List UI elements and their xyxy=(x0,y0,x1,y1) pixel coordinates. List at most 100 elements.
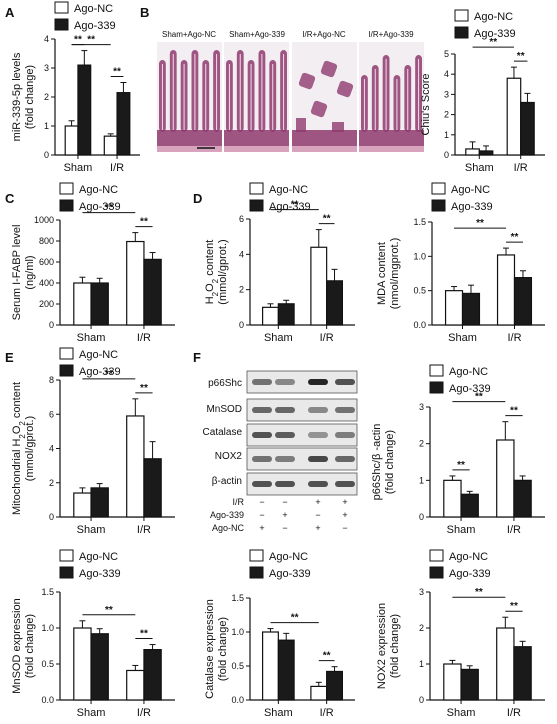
bar xyxy=(326,670,343,701)
blot-band xyxy=(252,407,272,413)
blot-band xyxy=(275,407,295,413)
y-tick-label: 1000 xyxy=(34,215,54,225)
bar xyxy=(277,639,295,701)
y-axis-label: MnSOD expression xyxy=(11,598,23,693)
legend: Ago-NC Ago-339 xyxy=(249,549,311,580)
blot-band xyxy=(308,379,328,385)
villus-fragment xyxy=(320,60,338,78)
bar xyxy=(496,439,515,518)
y-tick-label: 2 xyxy=(44,92,49,102)
y-tick-label: 3 xyxy=(44,63,49,73)
significance-label: ** xyxy=(517,51,525,62)
y-axis-label: (mmol/gprot.) xyxy=(217,239,229,304)
x-tick-label: I/R xyxy=(507,707,521,719)
y-tick-label: 3 xyxy=(419,402,424,412)
bar xyxy=(513,646,532,701)
legend-swatch-ago-nc xyxy=(249,549,264,562)
bar xyxy=(262,631,279,701)
histology-label-4: I/R+Ago-339 xyxy=(368,30,414,39)
legend-swatch-ago-nc xyxy=(429,549,444,562)
significance-label: ** xyxy=(323,214,331,225)
bar xyxy=(126,669,145,701)
y-tick-label: 1.0 xyxy=(413,251,426,261)
treatment-row-label: I/R xyxy=(232,497,244,507)
legend: Ago-NC Ago-339 xyxy=(454,9,516,40)
y-tick-label: 4 xyxy=(49,444,54,454)
treatment-sign: − xyxy=(282,523,287,533)
bar xyxy=(506,77,522,156)
y-tick-label: 400 xyxy=(39,278,54,288)
legend-label-ago-339: Ago-339 xyxy=(269,568,311,580)
histology-image-2 xyxy=(224,42,289,152)
legend-label-ago-nc: Ago-NC xyxy=(269,184,308,196)
legend-label-ago-339: Ago-339 xyxy=(79,201,121,213)
x-tick-label: I/R xyxy=(320,332,334,344)
bar xyxy=(103,135,118,156)
y-tick-label: 0 xyxy=(44,150,49,160)
bar xyxy=(443,663,462,701)
panel-label-B: B xyxy=(140,5,149,20)
bar xyxy=(77,64,92,156)
y-tick-label: 6 xyxy=(239,214,244,224)
legend: Ago-NC Ago-339 xyxy=(429,549,491,580)
histology-label-3: I/R+Ago-NC xyxy=(302,30,346,39)
blot-band xyxy=(252,456,272,462)
legend-swatch-ago-339 xyxy=(54,18,69,31)
y-tick-label: 2 xyxy=(239,285,244,295)
blot-band xyxy=(275,456,295,462)
blot-band xyxy=(275,379,295,385)
muscle-layer xyxy=(224,146,289,152)
y-axis-label: MDA content xyxy=(376,242,388,305)
bar xyxy=(90,282,109,326)
x-tick-label: I/R xyxy=(507,332,521,344)
bar xyxy=(326,280,343,326)
significance-label: ** xyxy=(140,629,148,640)
y-tick-label: 8 xyxy=(49,375,54,385)
legend-label-ago-339: Ago-339 xyxy=(79,366,121,378)
legend-label-ago-nc: Ago-NC xyxy=(451,184,490,196)
blot-band xyxy=(275,432,295,438)
villus-fragment xyxy=(310,100,328,118)
legend-swatch-ago-339 xyxy=(431,199,446,212)
blot-band xyxy=(308,432,328,438)
treatment-sign: − xyxy=(259,510,264,520)
significance-label: ** xyxy=(457,460,465,471)
legend-swatch-ago-nc xyxy=(59,549,74,562)
treatment-sign: + xyxy=(342,510,347,520)
legend: Ago-NC Ago-339 xyxy=(429,364,491,395)
y-axis-label: miR-339-5p levels xyxy=(11,52,23,141)
y-tick-label: 800 xyxy=(39,236,54,246)
y-tick-label: 2 xyxy=(49,478,54,488)
y-tick-label: 4 xyxy=(239,249,244,259)
y-axis-label: (nmol/mgprot.) xyxy=(389,238,401,310)
muscle-layer xyxy=(359,146,424,152)
significance-label: ** xyxy=(87,35,95,46)
significance-label: ** xyxy=(291,200,299,211)
y-tick-label: 600 xyxy=(39,257,54,267)
y-axis-label: (ng/ml) xyxy=(24,255,36,289)
legend-swatch-ago-339 xyxy=(454,26,469,39)
muscle-layer xyxy=(292,146,357,152)
treatment-sign: + xyxy=(315,523,320,533)
x-tick-label: Sham xyxy=(264,332,293,344)
y-axis-label: (fold change) xyxy=(24,614,36,678)
blot-bands xyxy=(246,370,358,496)
y-axis-label: p66Shc/β -actin xyxy=(371,424,383,501)
bar xyxy=(496,627,515,701)
legend-label-ago-339: Ago-339 xyxy=(474,28,516,40)
legend-label-ago-nc: Ago-NC xyxy=(74,3,113,15)
legend: Ago-NC Ago-339 xyxy=(59,347,121,378)
y-tick-label: 2 xyxy=(444,110,449,120)
blot-band xyxy=(308,407,328,413)
treatment-sign: + xyxy=(282,510,287,520)
y-tick-label: 6 xyxy=(49,409,54,419)
bar xyxy=(143,258,162,326)
y-tick-label: 1.5 xyxy=(231,593,244,603)
significance-label: ** xyxy=(476,218,484,229)
y-tick-label: 2 xyxy=(419,623,424,633)
y-tick-label: 3 xyxy=(419,587,424,597)
bar xyxy=(116,92,131,156)
x-tick-label: Sham xyxy=(77,332,106,344)
treatment-sign: + xyxy=(315,497,320,507)
legend: Ago-NC Ago-339 xyxy=(54,1,116,32)
